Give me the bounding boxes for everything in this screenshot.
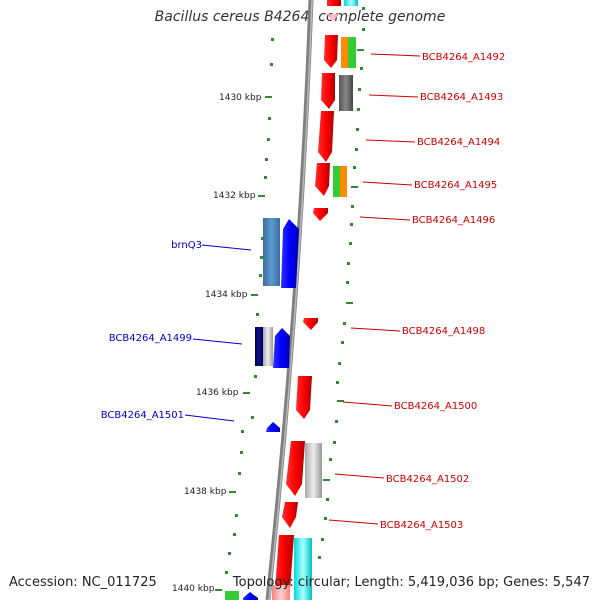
kbp-label-1440: 1440 kbp: [172, 584, 215, 594]
kbp-label-1432: 1432 kbp: [213, 191, 256, 201]
gene-BCB4264_A1503[interactable]: [282, 502, 298, 528]
gene-BCB4264_A1492[interactable]: [324, 35, 356, 68]
kbp-label-1434: 1434 kbp: [205, 290, 248, 300]
label-BCB4264_A1492[interactable]: BCB4264_A1492: [422, 52, 505, 63]
gene-BCB4264_A1496[interactable]: [313, 208, 328, 221]
kbp-label-1438: 1438 kbp: [184, 487, 227, 497]
gene-BCB4264_A1494[interactable]: [318, 111, 334, 162]
label-BCB4264_A1494[interactable]: BCB4264_A1494: [417, 137, 500, 148]
label-BCB4264_A1500[interactable]: BCB4264_A1500: [394, 401, 477, 412]
gene-partial-top: [327, 0, 358, 22]
label-BCB4264_A1501[interactable]: BCB4264_A1501: [101, 410, 184, 421]
kbp-label-1436: 1436 kbp: [196, 388, 239, 398]
gene-partial-bottom-right: [272, 535, 312, 600]
genome-summary-text: Topology: circular; Length: 5,419,036 bp…: [233, 575, 590, 590]
gene-BCB4264_A1500[interactable]: [296, 376, 312, 419]
gene-BCB4264_A1498[interactable]: [303, 318, 318, 330]
gene-BCB4264_A1495[interactable]: [315, 163, 347, 197]
gene-BCB4264_A1502[interactable]: [286, 441, 322, 498]
gene-BCB4264_A1501[interactable]: [266, 422, 280, 432]
label-brnQ3[interactable]: brnQ3: [171, 240, 202, 251]
label-BCB4264_A1502[interactable]: BCB4264_A1502: [386, 474, 469, 485]
label-BCB4264_A1495[interactable]: BCB4264_A1495: [414, 180, 497, 191]
kbp-label-1430: 1430 kbp: [219, 93, 262, 103]
label-BCB4264_A1498[interactable]: BCB4264_A1498: [402, 326, 485, 337]
label-BCB4264_A1493[interactable]: BCB4264_A1493: [420, 92, 503, 103]
gene-brnQ3[interactable]: [263, 218, 299, 288]
label-BCB4264_A1503[interactable]: BCB4264_A1503: [380, 520, 463, 531]
label-BCB4264_A1499[interactable]: BCB4264_A1499: [109, 333, 192, 344]
gene-BCB4264_A1499[interactable]: [255, 327, 290, 368]
gene-BCB4264_A1493[interactable]: [321, 73, 353, 111]
accession-text: Accession: NC_011725: [9, 575, 157, 590]
label-BCB4264_A1496[interactable]: BCB4264_A1496: [412, 215, 495, 226]
gene-partial-bottom-left: [225, 591, 258, 600]
label-leaders-red: [329, 54, 420, 524]
